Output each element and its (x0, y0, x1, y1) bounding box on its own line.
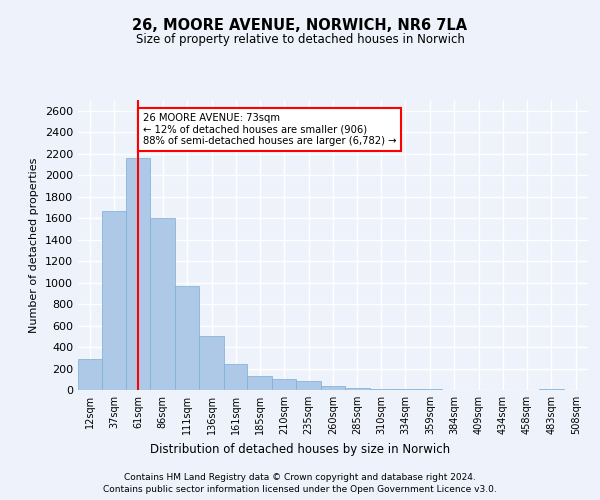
Bar (345, 388, 370, 390)
Text: 26 MOORE AVENUE: 73sqm
← 12% of detached houses are smaller (906)
88% of semi-de: 26 MOORE AVENUE: 73sqm ← 12% of detached… (143, 113, 396, 146)
Bar (224, 364, 247, 390)
Bar (199, 336, 224, 390)
Y-axis label: Number of detached properties: Number of detached properties (29, 158, 40, 332)
Bar (370, 389, 393, 390)
Text: Size of property relative to detached houses in Norwich: Size of property relative to detached ho… (136, 32, 464, 46)
Text: Contains HM Land Registry data © Crown copyright and database right 2024.: Contains HM Land Registry data © Crown c… (124, 472, 476, 482)
Bar (78, 359, 103, 390)
Bar (296, 382, 321, 390)
Text: Distribution of detached houses by size in Norwich: Distribution of detached houses by size … (150, 442, 450, 456)
Bar (126, 158, 151, 390)
Bar (175, 286, 199, 390)
Bar (247, 376, 272, 390)
Bar (103, 210, 126, 390)
Bar (321, 386, 345, 390)
Text: Contains public sector information licensed under the Open Government Licence v3: Contains public sector information licen… (103, 485, 497, 494)
Bar (151, 218, 175, 390)
Bar (272, 380, 296, 390)
Text: 26, MOORE AVENUE, NORWICH, NR6 7LA: 26, MOORE AVENUE, NORWICH, NR6 7LA (133, 18, 467, 32)
